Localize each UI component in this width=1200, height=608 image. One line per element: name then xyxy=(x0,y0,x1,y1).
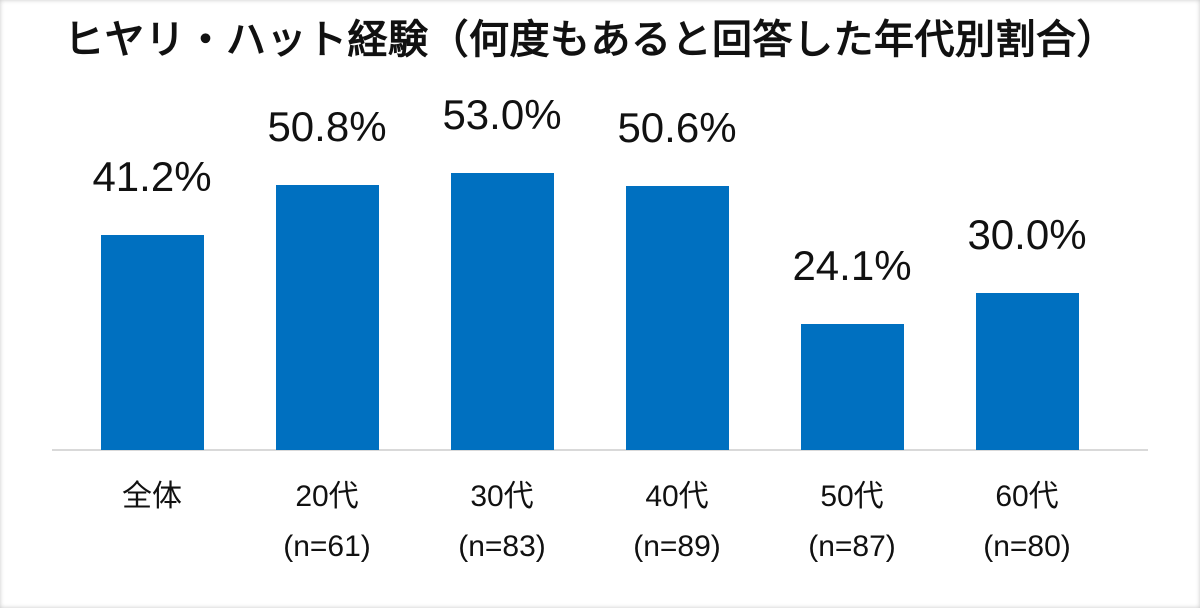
bar-value-label: 50.6% xyxy=(617,104,737,151)
category-label: 50代 (n=87) xyxy=(764,472,940,572)
x-axis-line xyxy=(52,449,1148,451)
bar-value-label: 50.8% xyxy=(267,103,387,150)
bar-60代 xyxy=(975,293,1079,450)
bar-50代 xyxy=(800,324,904,450)
chart-title: ヒヤリ・ハット経験（何度もあると回答した年代別割合） xyxy=(64,18,1117,62)
category-name: 40代 xyxy=(645,480,709,513)
category-sample-size: (n=87) xyxy=(808,530,896,563)
category-label: 20代 (n=61) xyxy=(239,472,415,572)
bar-value-label: 30.0% xyxy=(967,211,1087,258)
category-name: 20代 xyxy=(295,480,359,513)
bar-value-label: 53.0% xyxy=(442,91,562,138)
category-label: 60代 (n=80) xyxy=(939,472,1115,572)
category-label: 40代 (n=89) xyxy=(589,472,765,572)
bar-value-label: 24.1% xyxy=(792,242,912,289)
bar-value-label: 41.2% xyxy=(92,153,212,200)
category-sample-size: (n=61) xyxy=(283,530,371,563)
bar-30代 xyxy=(450,173,554,450)
bar-40代 xyxy=(625,186,729,450)
category-name: 全体 xyxy=(122,480,182,513)
category-label: 30代 (n=83) xyxy=(414,472,590,572)
category-sample-size: (n=83) xyxy=(458,530,546,563)
category-name: 50代 xyxy=(820,480,884,513)
category-name: 30代 xyxy=(470,480,534,513)
category-label: 全体 xyxy=(64,472,240,522)
category-sample-size: (n=89) xyxy=(633,530,721,563)
bar-20代 xyxy=(275,185,379,450)
bar-全体 xyxy=(100,235,204,450)
category-name: 60代 xyxy=(995,480,1059,513)
category-sample-size: (n=80) xyxy=(983,530,1071,563)
